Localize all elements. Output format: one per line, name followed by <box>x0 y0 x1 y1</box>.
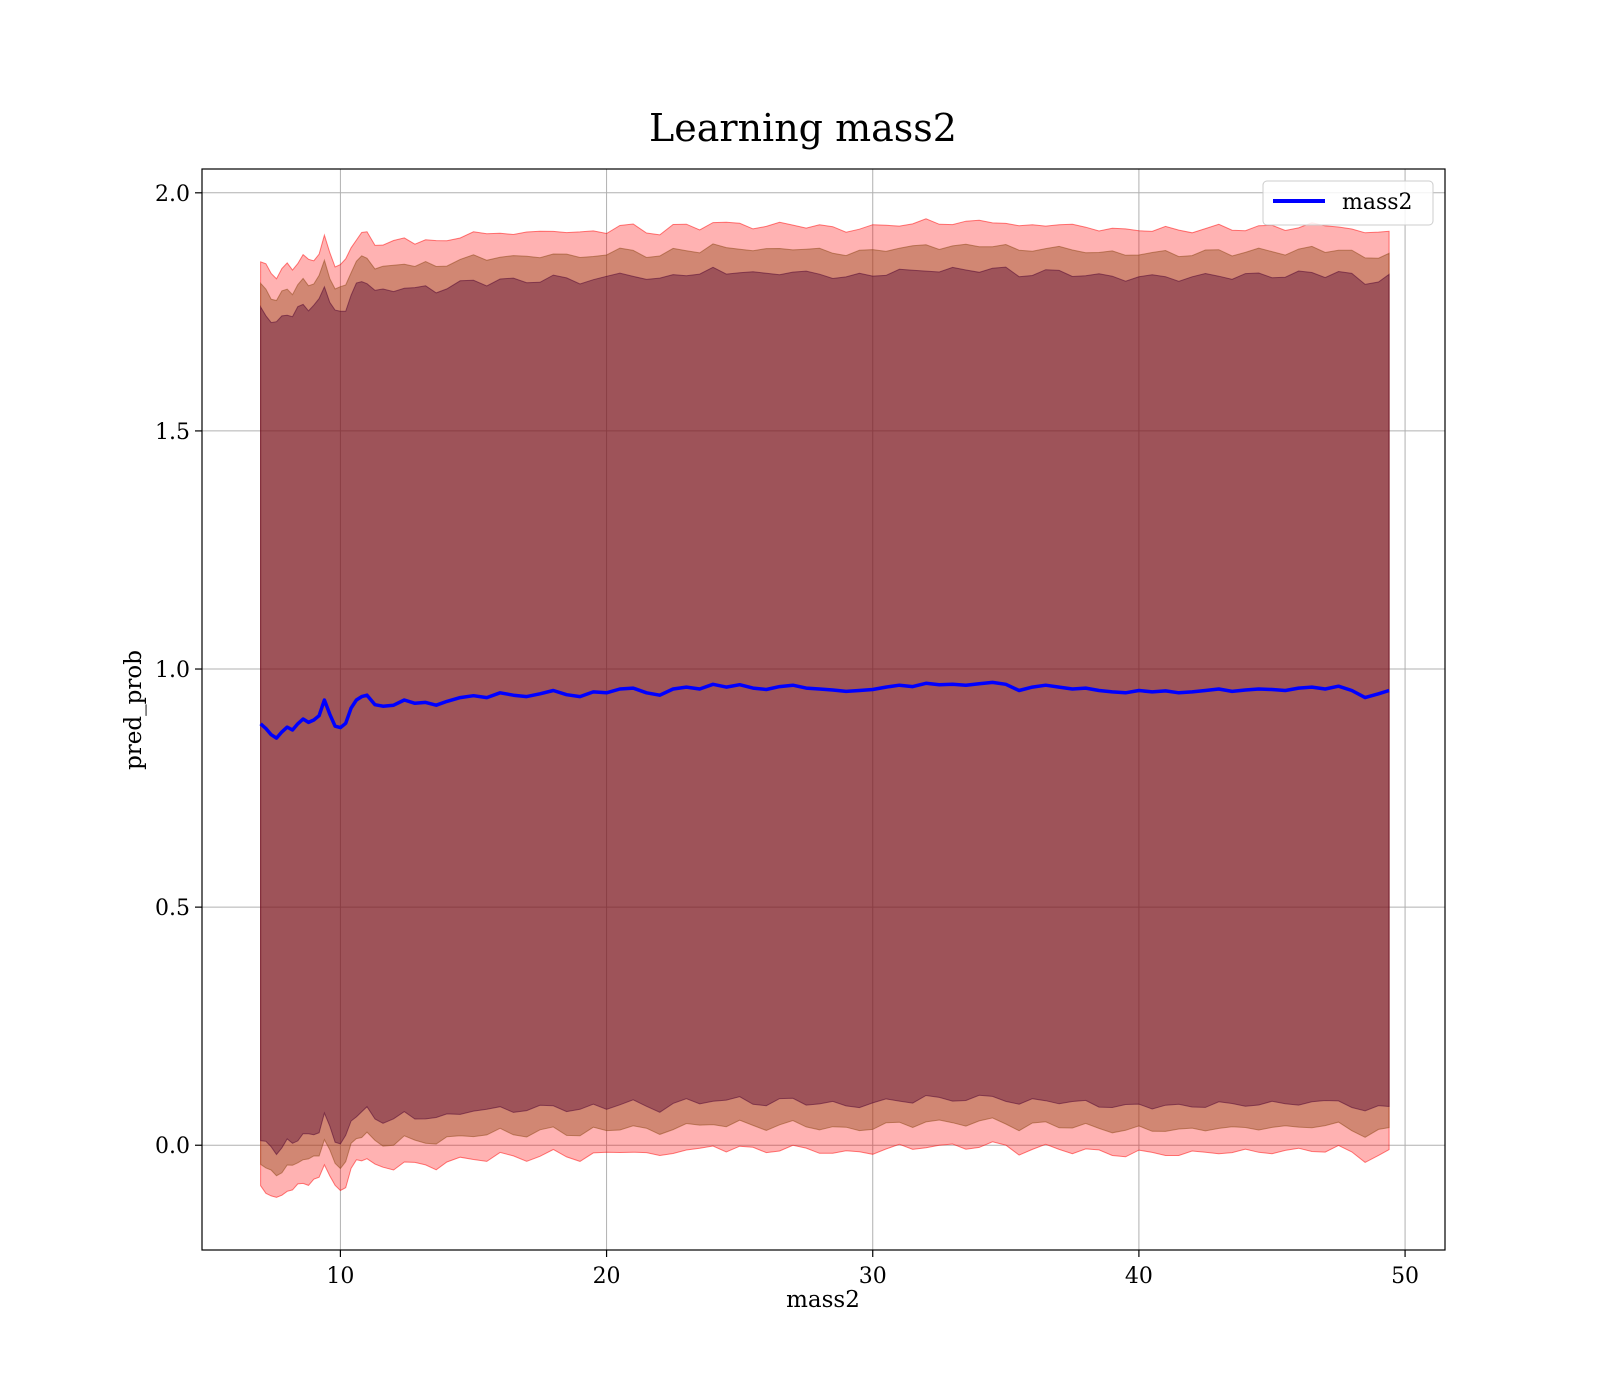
grid <box>202 169 1445 1250</box>
ticks: 10 20 30 40 50 0.0 0.5 1.0 1.5 2.0 <box>155 182 1419 1289</box>
y-tick-label: 1.0 <box>155 658 190 683</box>
confidence-band-2 <box>260 266 1390 1156</box>
x-tick-label: 30 <box>859 1264 887 1289</box>
y-tick-label: 2.0 <box>155 182 190 207</box>
legend-label: mass2 <box>1342 190 1413 215</box>
series-lines <box>259 680 1390 740</box>
plot-frame <box>201 168 1446 1251</box>
x-axis-label: mass2 <box>786 1287 860 1313</box>
legend-box <box>1262 180 1434 226</box>
y-tick-label: 1.5 <box>155 420 190 445</box>
chart-title: Learning mass2 <box>649 106 957 150</box>
y-tick-label: 0.5 <box>155 896 190 921</box>
x-tick-label: 20 <box>593 1264 621 1289</box>
y-tick-label: 0.0 <box>155 1134 190 1159</box>
x-tick-label: 10 <box>326 1264 354 1289</box>
confidence-band-1 <box>260 243 1390 1177</box>
y-axis-label: pred_prob <box>121 650 147 770</box>
bands <box>260 218 1390 1198</box>
confidence-band-0 <box>260 218 1390 1198</box>
x-tick-label: 50 <box>1391 1264 1419 1289</box>
x-tick-label: 40 <box>1125 1264 1153 1289</box>
legend: mass2 <box>1262 180 1434 226</box>
series-line-mass2 <box>259 680 1390 740</box>
